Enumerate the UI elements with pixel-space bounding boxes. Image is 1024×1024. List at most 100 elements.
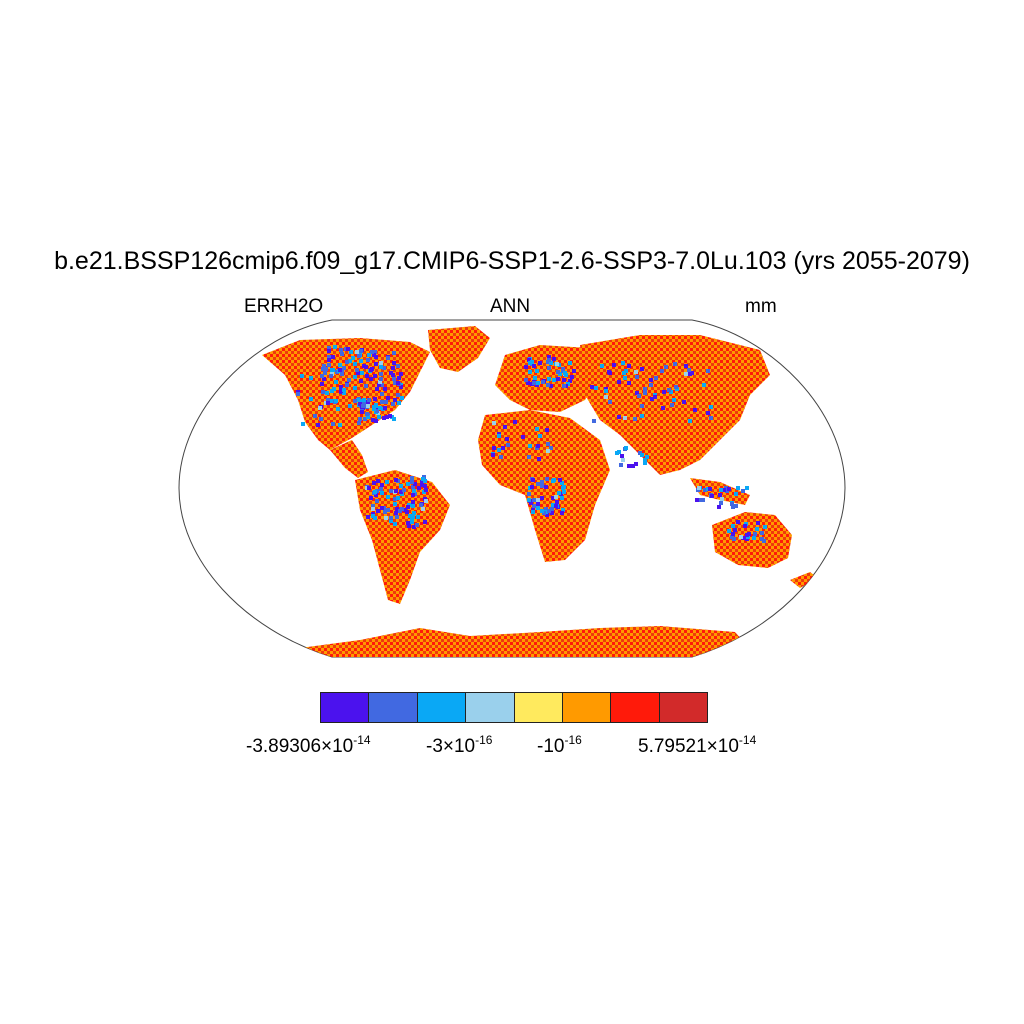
- map-cell: [535, 369, 539, 373]
- map-cell: [556, 377, 560, 381]
- map-cell: [492, 421, 496, 425]
- map-cell: [383, 406, 387, 410]
- map-cell: [540, 509, 544, 513]
- map-cell: [324, 367, 328, 371]
- map-cell: [385, 415, 389, 419]
- colorbar-box-1: [320, 692, 370, 723]
- map-cell: [322, 364, 326, 368]
- map-cell: [733, 528, 737, 532]
- map-cell: [560, 511, 564, 515]
- map-cell: [731, 505, 735, 509]
- map-cell: [719, 488, 723, 492]
- map-cell: [327, 358, 331, 362]
- map-cell: [544, 485, 548, 489]
- colorbar-box-6: [561, 692, 612, 723]
- map-cell: [379, 487, 383, 491]
- map-cell: [412, 525, 416, 529]
- map-cell: [367, 486, 371, 490]
- map-cell: [552, 478, 556, 482]
- map-cell: [355, 368, 359, 372]
- map-cell: [389, 371, 393, 375]
- map-cell: [358, 402, 362, 406]
- map-cell: [366, 358, 370, 362]
- map-cell: [640, 404, 644, 408]
- map-cell: [530, 485, 534, 489]
- colorbar: [320, 692, 708, 723]
- map-cell: [382, 366, 386, 370]
- map-cell: [394, 511, 398, 515]
- map-cell: [412, 511, 416, 515]
- map-cell: [501, 446, 505, 450]
- map-cell: [561, 486, 565, 490]
- map-cell: [572, 369, 576, 373]
- map-cell: [555, 500, 559, 504]
- map-cell: [532, 381, 536, 385]
- map-cell: [720, 497, 724, 501]
- map-cell: [604, 395, 608, 399]
- map-cell: [627, 464, 631, 468]
- map-cell: [745, 486, 749, 490]
- map-cell: [338, 363, 342, 367]
- map-cell: [529, 501, 533, 505]
- map-cell: [402, 488, 406, 492]
- map-cell: [551, 503, 555, 507]
- map-cell: [372, 407, 376, 411]
- map-cell: [397, 376, 401, 380]
- map-cell: [399, 490, 403, 494]
- map-cell: [612, 363, 616, 367]
- map-cell: [396, 393, 400, 397]
- map-cell: [331, 368, 335, 372]
- map-cell: [535, 427, 539, 431]
- map-cell: [734, 504, 738, 508]
- map-cell: [411, 485, 415, 489]
- map-cell: [552, 378, 556, 382]
- map-cell: [386, 356, 390, 360]
- map-cell: [353, 375, 357, 379]
- map-cell: [719, 501, 723, 505]
- map-cell: [549, 446, 553, 450]
- map-cell: [353, 399, 357, 403]
- map-cell: [545, 428, 549, 432]
- map-cell: [640, 453, 644, 457]
- map-cell: [760, 537, 764, 541]
- map-cell: [634, 462, 638, 466]
- map-cell: [554, 504, 558, 508]
- map-cell: [408, 514, 412, 518]
- map-cell: [380, 400, 384, 404]
- map-cell: [752, 536, 756, 540]
- map-cell: [379, 361, 383, 365]
- map-cell: [357, 354, 361, 358]
- map-cell: [640, 414, 644, 418]
- map-cell: [561, 508, 565, 512]
- map-cell: [667, 388, 671, 392]
- map-cell: [710, 494, 714, 498]
- map-cell: [326, 398, 330, 402]
- map-cell: [540, 484, 544, 488]
- map-cell: [643, 391, 647, 395]
- map-cell: [361, 404, 365, 408]
- map-cell: [607, 370, 611, 374]
- map-cell: [367, 353, 371, 357]
- map-cell: [555, 362, 559, 366]
- map-cell: [410, 476, 414, 480]
- map-cell: [620, 454, 624, 458]
- map-cell: [532, 498, 536, 502]
- map-cell: [395, 507, 399, 511]
- land-central-america: [330, 440, 368, 478]
- map-cell: [339, 385, 343, 389]
- map-cell: [411, 515, 415, 519]
- map-cell: [594, 386, 598, 390]
- map-cell: [375, 499, 379, 503]
- map-cell: [736, 520, 740, 524]
- map-cell: [635, 375, 639, 379]
- map-cell: [653, 395, 657, 399]
- colorbar-tick-1: -3.89306×10-14: [246, 733, 371, 757]
- map-cell: [624, 446, 628, 450]
- map-cell: [320, 382, 324, 386]
- map-cell: [406, 521, 410, 525]
- map-cell: [706, 411, 710, 415]
- map-cell: [701, 498, 705, 502]
- colorbar-box-5: [513, 692, 563, 723]
- map-cell: [338, 368, 342, 372]
- map-cell: [649, 378, 653, 382]
